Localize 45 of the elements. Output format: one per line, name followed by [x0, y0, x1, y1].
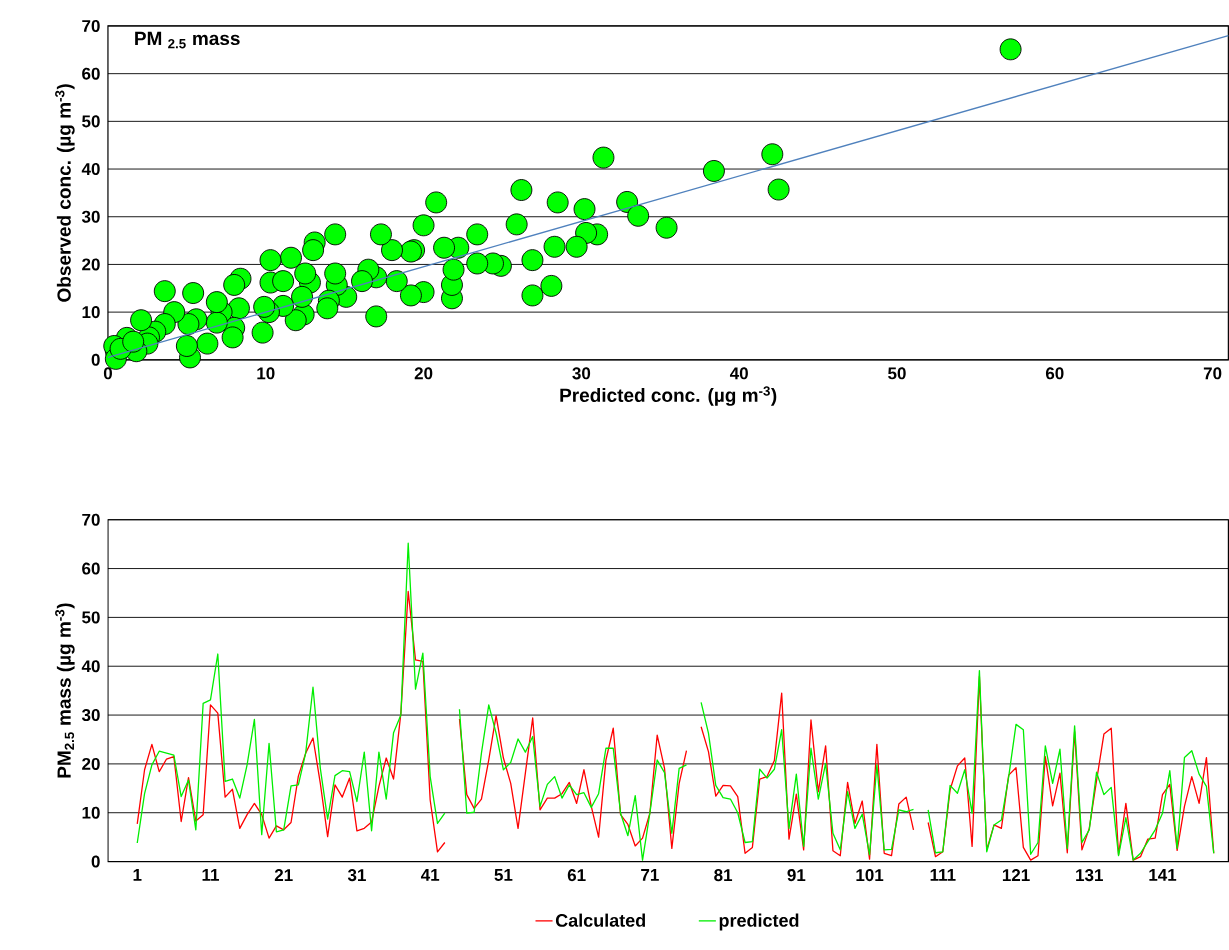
x-tick-label: 20	[414, 367, 433, 380]
y-tick-label: 10	[82, 806, 100, 819]
y-tick-label: 0	[91, 855, 100, 868]
x-tick-label: 31	[347, 869, 366, 882]
x-tick-label: 41	[420, 869, 440, 882]
y-tick-label: 50	[82, 611, 100, 624]
x-tick-label: 70	[1203, 367, 1222, 380]
legend-label: predicted	[719, 913, 799, 931]
y-tick-label: 40	[81, 660, 100, 673]
y-tick-label: 30	[81, 709, 100, 722]
x-tick-label: 141	[1149, 869, 1177, 882]
x-tick-label: 51	[494, 869, 513, 882]
x-tick-label: 0	[103, 367, 112, 380]
x-tick-label: 71	[641, 869, 659, 882]
x-tick-label: 11	[202, 869, 219, 882]
x-axis-title: Predicted conc. (µg m$^{-3}$)	[560, 386, 777, 407]
y-tick-label: 0	[91, 354, 100, 367]
y-tick-label: 70	[82, 513, 100, 526]
x-tick-label: 61	[567, 869, 586, 882]
y-axis-title: Observed conc. (µg m$^{-3}$)	[55, 84, 75, 302]
y-tick-label: 20	[82, 258, 100, 271]
x-tick-label: 30	[572, 367, 591, 380]
y-tick-label: 70	[82, 20, 100, 33]
x-tick-label: 21	[274, 869, 293, 882]
x-tick-label: 131	[1076, 869, 1103, 882]
x-tick-label: 111	[930, 869, 956, 882]
x-tick-label: 10	[257, 367, 275, 380]
x-tick-label: 1	[133, 869, 142, 882]
x-tick-label: 91	[787, 869, 806, 882]
y-tick-label: 40	[81, 163, 100, 176]
legend-label: Calculated	[555, 913, 646, 928]
x-tick-label: 40	[729, 367, 748, 380]
x-tick-label: 81	[714, 869, 733, 882]
x-tick-label: 50	[888, 367, 906, 380]
y-tick-label: 60	[82, 67, 100, 80]
y-tick-label: 10	[82, 306, 100, 319]
y-tick-label: 50	[82, 115, 100, 128]
y-tick-label: 30	[81, 210, 100, 223]
y-tick-label: 20	[82, 758, 100, 771]
chart-title: PM $_{2.5}$ mass	[135, 32, 240, 49]
y-axis-title: PM$_{2.5}$ mass (µg m$^{-3}$)	[55, 603, 75, 778]
x-tick-label: 101	[856, 869, 884, 882]
x-tick-label: 121	[1002, 869, 1030, 882]
x-tick-label: 60	[1045, 367, 1064, 380]
y-tick-label: 60	[82, 562, 100, 575]
